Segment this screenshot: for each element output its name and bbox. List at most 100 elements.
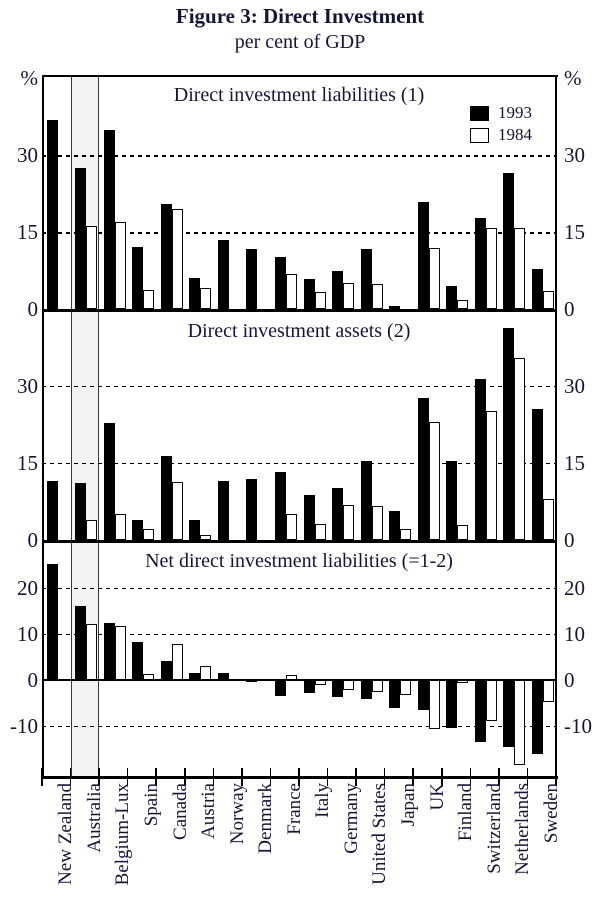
- legend-row-1984: 1984: [470, 124, 532, 146]
- y-axis-label-left-0: 0: [27, 297, 39, 321]
- bar-1993-italy: [303, 494, 315, 540]
- bar-1993-norway: [217, 672, 229, 680]
- bar-1993-netherlands: [503, 328, 515, 540]
- bar-1984-italy: [314, 523, 326, 540]
- bar-1993-germany: [332, 488, 344, 540]
- x-axis-label-denmark: Denmark: [255, 783, 277, 854]
- bar-1993-united-states: [360, 460, 372, 540]
- bar-1993-new-zealand: [46, 480, 58, 540]
- bar-1984-sweden: [542, 680, 554, 703]
- y-axis-unit-right: %: [564, 66, 582, 90]
- y-axis-label-right-10: 10: [564, 622, 585, 646]
- bar-1984-sweden: [542, 290, 554, 309]
- bar-1984-canada: [171, 209, 183, 309]
- bar-1984-belgium-lux: [114, 222, 126, 309]
- bar-1993-denmark: [246, 680, 258, 683]
- bar-1984-spain: [143, 528, 155, 540]
- bar-1993-germany: [332, 270, 344, 309]
- bar-1984-canada: [171, 481, 183, 540]
- bar-1984-canada: [171, 644, 183, 680]
- bar-1993-austria: [189, 519, 201, 540]
- x-axis-tick: [498, 768, 500, 786]
- bar-1984-italy: [314, 292, 326, 309]
- figure-title: Figure 3: Direct Investment: [175, 4, 425, 28]
- bar-1984-finland: [457, 299, 469, 309]
- bar-1984-australia: [86, 226, 98, 309]
- y-axis-label-right-0: 0: [564, 297, 575, 321]
- zero-line-net: [42, 679, 556, 681]
- x-axis-label-france: France: [283, 783, 305, 835]
- bar-1984-netherlands: [514, 680, 526, 766]
- bar-1993-france: [274, 680, 286, 696]
- bar-1993-united-states: [360, 248, 372, 309]
- x-axis-tick: [298, 768, 300, 786]
- x-axis-label-sweden: Sweden: [540, 783, 562, 844]
- x-axis-label-spain: Spain: [140, 783, 162, 827]
- panel-separator-2: [42, 539, 556, 543]
- bar-1984-japan: [400, 680, 412, 695]
- bar-1993-spain: [132, 246, 144, 309]
- bar-1993-norway: [217, 240, 229, 309]
- x-axis-label-finland: Finland: [455, 783, 477, 842]
- bar-1993-australia: [75, 168, 87, 309]
- bar-1984-spain: [143, 290, 155, 309]
- y-axis-label-left-15: 15: [17, 451, 38, 475]
- bar-1984-austria: [200, 287, 212, 309]
- x-axis-label-austria: Austria: [198, 783, 220, 839]
- y-axis-label-right-30: 30: [564, 143, 585, 168]
- y-axis-label-right-15: 15: [564, 220, 585, 245]
- y-axis-label-left-30: 30: [17, 374, 38, 398]
- bar-1993-denmark: [246, 478, 258, 540]
- bar-1984-netherlands: [514, 357, 526, 540]
- y-axis-label-right-15: 15: [564, 451, 585, 475]
- x-axis-label-belgium-lux: Belgium-Lux: [112, 783, 134, 886]
- legend-swatch-1984: [470, 127, 489, 143]
- legend-swatch-1993: [470, 105, 489, 121]
- bar-1993-belgium-lux: [103, 129, 115, 309]
- x-axis-label-canada: Canada: [169, 783, 191, 840]
- x-axis-label-united-states: United States: [369, 783, 391, 885]
- panel-title-net: Net direct investment liabilities (=1-2): [145, 550, 453, 572]
- plot-frame-left: [42, 75, 44, 777]
- bar-1993-italy: [303, 278, 315, 309]
- bar-1984-germany: [343, 283, 355, 309]
- plot-frame-top: [42, 75, 558, 77]
- gridline-10: [42, 634, 556, 636]
- gridline-15: [42, 463, 556, 465]
- x-axis-tick: [355, 768, 357, 786]
- bar-1993-uk: [417, 201, 429, 309]
- x-axis-label-norway: Norway: [226, 783, 248, 845]
- bar-1993-new-zealand: [46, 563, 58, 680]
- bar-1984-germany: [343, 680, 355, 691]
- bar-1993-france: [274, 471, 286, 540]
- bar-1984-switzerland: [485, 680, 497, 722]
- y-axis-label-right--10: -10: [564, 714, 592, 738]
- bar-1993-belgium-lux: [103, 423, 115, 540]
- x-axis-tick: [98, 768, 100, 786]
- bar-1984-finland: [457, 525, 469, 540]
- bar-1993-new-zealand: [46, 119, 58, 309]
- bar-1993-sweden: [531, 269, 543, 309]
- bar-1984-australia: [86, 623, 98, 680]
- bar-1984-france: [285, 513, 297, 540]
- x-axis-tick: [241, 768, 243, 786]
- x-axis-label-netherlands: Netherlands: [512, 783, 534, 875]
- bar-1993-sweden: [531, 680, 543, 754]
- bar-1993-canada: [160, 456, 172, 540]
- y-axis-label-left--10: -10: [10, 714, 38, 738]
- bar-1993-sweden: [531, 408, 543, 540]
- bar-1984-austria: [200, 666, 212, 680]
- bar-1993-uk: [417, 680, 429, 710]
- bar-1993-finland: [446, 285, 458, 309]
- x-axis-label-italy: Italy: [312, 783, 334, 818]
- legend-label-1993: 1993: [498, 103, 532, 122]
- x-axis-tick: [184, 768, 186, 786]
- legend-row-1993: 1993: [470, 102, 532, 124]
- bar-1993-australia: [75, 483, 87, 540]
- bar-1984-united-states: [371, 284, 383, 309]
- x-axis-label-japan: Japan: [397, 783, 419, 827]
- plot-frame-bottom: [42, 776, 558, 779]
- x-axis-tick: [383, 768, 386, 786]
- bar-1993-denmark: [246, 248, 258, 309]
- bar-1993-spain: [132, 519, 144, 540]
